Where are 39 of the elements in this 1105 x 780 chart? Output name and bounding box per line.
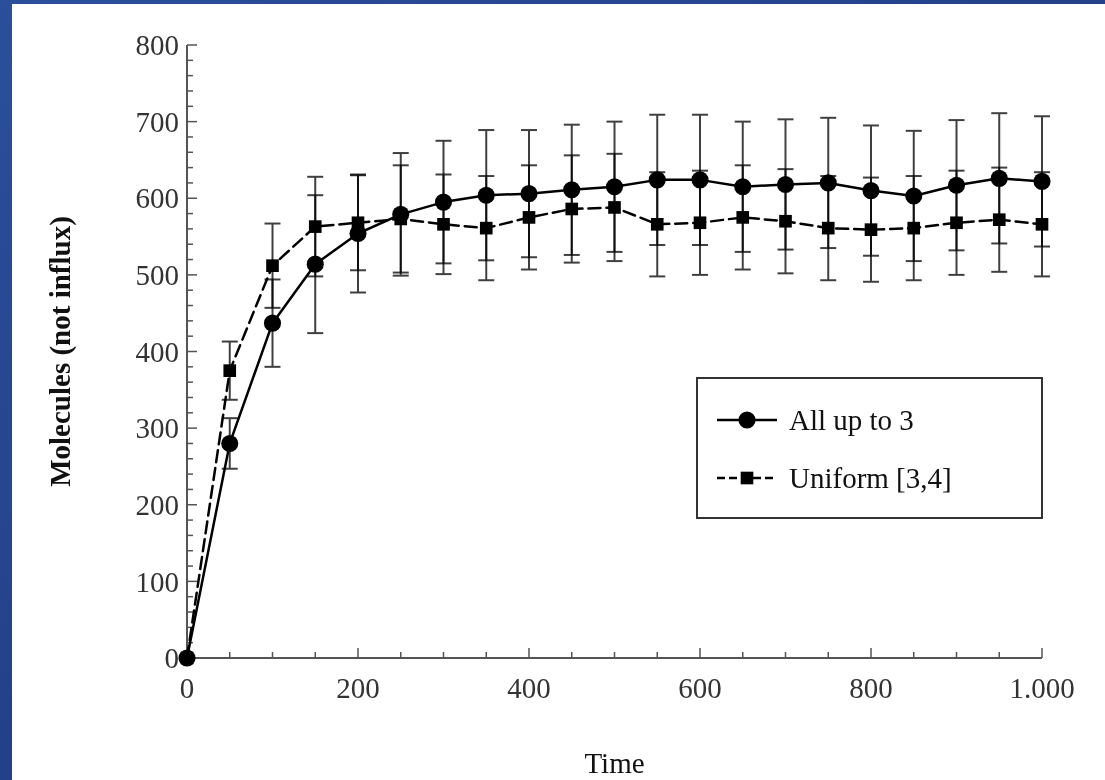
y-tick-label: 400: [135, 335, 179, 368]
x-tick-label: 1.000: [1009, 672, 1075, 704]
point: [1035, 217, 1049, 231]
legend-label: All up to 3: [789, 404, 914, 437]
point: [992, 213, 1006, 227]
point: [437, 217, 450, 231]
y-tick-label: 700: [135, 105, 179, 138]
point: [308, 220, 322, 233]
point: [522, 211, 536, 224]
legend-label: Uniform [3,4]: [789, 462, 952, 495]
y-tick-label: 0: [164, 642, 179, 675]
point: [950, 216, 963, 230]
y-tick-label: 500: [135, 259, 179, 292]
point: [693, 216, 707, 230]
point: [221, 434, 239, 452]
point: [479, 221, 493, 235]
point: [907, 221, 921, 235]
point: [608, 201, 621, 214]
x-tick-label: 200: [336, 672, 380, 704]
point: [266, 259, 279, 272]
point: [779, 214, 792, 228]
point: [650, 217, 664, 231]
y-tick-label: 600: [135, 182, 179, 215]
y-axis-title: Molecules (not influx): [44, 216, 77, 487]
point: [864, 223, 878, 236]
y-tick-label: 300: [135, 412, 179, 445]
point: [821, 221, 835, 235]
x-tick-label: 800: [849, 672, 893, 704]
point: [565, 202, 579, 216]
y-tick-label: 800: [135, 29, 179, 62]
x-tick-label: 600: [678, 672, 722, 704]
point: [736, 211, 750, 224]
x-axis-title: Time: [584, 747, 645, 779]
y-tick-label: 100: [135, 565, 179, 598]
point: [223, 364, 237, 377]
point: [351, 216, 365, 230]
x-tick-label: 400: [507, 672, 551, 704]
y-tick-label: 200: [135, 488, 179, 521]
point: [263, 314, 282, 332]
